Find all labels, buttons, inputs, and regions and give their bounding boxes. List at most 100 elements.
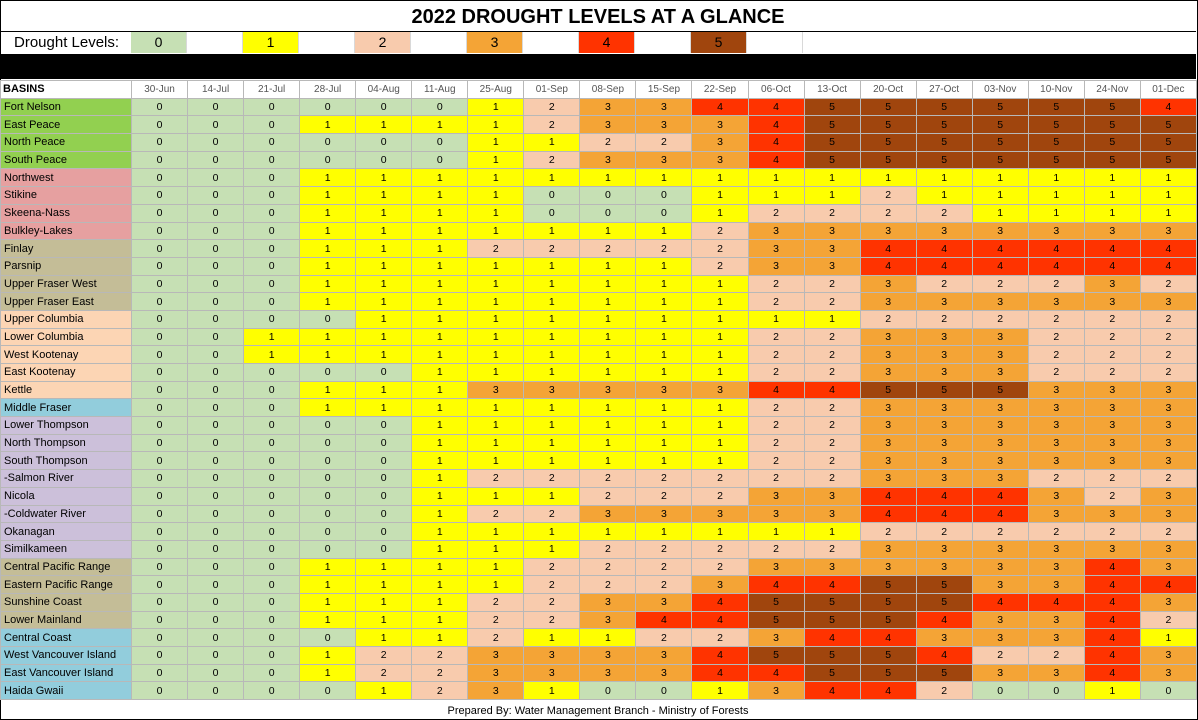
drought-level-cell: 1 xyxy=(523,292,581,311)
drought-level-cell: 1 xyxy=(299,221,357,241)
drought-level-cell: 3 xyxy=(523,663,581,683)
drought-level-cell: 0 xyxy=(187,168,245,188)
drought-level-cell: 1 xyxy=(299,186,357,205)
drought-level-cell: 2 xyxy=(747,398,805,418)
drought-level-cell: 3 xyxy=(1083,539,1141,559)
basin-name: East Peace xyxy=(0,115,132,135)
drought-level-cell: 1 xyxy=(803,522,861,541)
drought-level-cell: 2 xyxy=(579,575,637,594)
drought-level-cell: 1 xyxy=(467,486,525,506)
date-header: 21-Jul xyxy=(243,80,301,99)
drought-level-cell: 3 xyxy=(971,610,1029,630)
drought-level-cell: 2 xyxy=(803,203,861,223)
drought-level-cell: 1 xyxy=(691,203,749,223)
drought-level-cell: 3 xyxy=(1139,557,1197,577)
drought-level-cell: 0 xyxy=(635,203,693,223)
date-header: 27-Oct xyxy=(915,80,973,99)
drought-level-cell: 1 xyxy=(467,168,525,188)
table-row: Upper Columbia 0 0 0 0 1 1 1 1 1 1 1 1 1 2 2 2 2 2 2 xyxy=(0,309,1197,329)
table-row: Stikine 0 0 0 1 1 1 1 0 0 0 1 1 1 2 1 1 1 1 1 xyxy=(0,186,1197,205)
legend-level-4: 4 xyxy=(579,32,635,53)
date-header: 20-Oct xyxy=(859,80,917,99)
drought-level-cell: 2 xyxy=(1139,610,1197,630)
drought-level-cell: 2 xyxy=(1083,522,1141,541)
drought-level-cell: 2 xyxy=(635,469,693,488)
table-row: Finlay 0 0 0 1 1 1 2 2 2 2 2 3 3 4 4 4 4 4 4 xyxy=(0,239,1197,258)
drought-level-cell: 5 xyxy=(971,150,1029,170)
table-row: Parsnip 0 0 0 1 1 1 1 1 1 1 2 3 3 4 4 4 4 4 4 xyxy=(0,256,1197,276)
date-header: 25-Aug xyxy=(467,80,525,99)
drought-level-cell: 0 xyxy=(971,681,1029,701)
drought-level-cell: 3 xyxy=(803,486,861,506)
drought-level-cell: 3 xyxy=(747,681,805,701)
drought-level-cell: 2 xyxy=(803,345,861,364)
drought-level-cell: 3 xyxy=(635,504,693,524)
drought-level-cell: 1 xyxy=(355,292,413,311)
drought-level-cell: 0 xyxy=(355,504,413,524)
drought-level-cell: 1 xyxy=(1139,168,1197,188)
drought-level-cell: 4 xyxy=(691,663,749,683)
drought-level-cell: 2 xyxy=(859,186,917,205)
drought-level-cell: 1 xyxy=(579,398,637,418)
basin-name: Similkameen xyxy=(0,539,132,559)
drought-level-cell: 1 xyxy=(411,539,469,559)
drought-level-cell: 3 xyxy=(915,557,973,577)
table-row: Skeena-Nass 0 0 0 1 1 1 1 0 0 0 1 2 2 2 2 1 1 1 1 xyxy=(0,203,1197,223)
drought-level-cell: 2 xyxy=(1083,309,1141,329)
drought-level-cell: 3 xyxy=(803,557,861,577)
drought-level-cell: 5 xyxy=(915,592,973,612)
drought-level-cell: 3 xyxy=(579,663,637,683)
drought-level-cell: 1 xyxy=(299,663,357,683)
drought-level-cell: 5 xyxy=(1139,133,1197,152)
drought-level-cell: 1 xyxy=(467,451,525,471)
drought-level-cell: 0 xyxy=(187,592,245,612)
drought-level-cell: 1 xyxy=(523,221,581,241)
table-header-row: BASINS 30-Jun 14-Jul 21-Jul 28-Jul 04-Aug 11-A… xyxy=(0,80,1197,99)
drought-level-cell: 1 xyxy=(467,345,525,364)
drought-level-cell: 0 xyxy=(243,681,301,701)
drought-level-cell: 3 xyxy=(747,557,805,577)
drought-level-cell: 3 xyxy=(747,486,805,506)
drought-level-cell: 0 xyxy=(130,592,189,612)
drought-level-cell: 5 xyxy=(859,97,917,117)
drought-level-cell: 3 xyxy=(635,150,693,170)
drought-level-cell: 0 xyxy=(355,97,413,117)
drought-level-cell: 4 xyxy=(971,239,1029,258)
drought-level-cell: 5 xyxy=(915,115,973,135)
drought-level-cell: 2 xyxy=(747,327,805,347)
drought-level-cell: 0 xyxy=(243,203,301,223)
drought-level-cell: 2 xyxy=(579,469,637,488)
drought-level-cell: 1 xyxy=(635,522,693,541)
table-row: East Peace 0 0 0 1 1 1 1 2 3 3 3 4 5 5 5 5 5 5 5 xyxy=(0,115,1197,135)
basin-name: Bulkley-Lakes xyxy=(0,221,132,241)
drought-level-cell: 1 xyxy=(523,327,581,347)
drought-level-cell: 2 xyxy=(635,575,693,594)
drought-level-cell: 1 xyxy=(635,309,693,329)
drought-level-cell: 1 xyxy=(299,168,357,188)
drought-level-cell: 4 xyxy=(971,592,1029,612)
drought-level-cell: 1 xyxy=(691,451,749,471)
drought-level-cell: 3 xyxy=(691,575,749,594)
drought-level-cell: 1 xyxy=(523,274,581,294)
drought-level-cell: 3 xyxy=(1027,433,1085,453)
drought-level-cell: 0 xyxy=(130,646,189,665)
drought-level-cell: 4 xyxy=(747,150,805,170)
drought-level-cell: 2 xyxy=(859,522,917,541)
drought-level-cell: 3 xyxy=(971,345,1029,364)
drought-level-cell: 2 xyxy=(691,469,749,488)
drought-level-cell: 5 xyxy=(1083,133,1141,152)
drought-level-cell: 0 xyxy=(299,433,357,453)
drought-level-cell: 1 xyxy=(299,557,357,577)
drought-level-cell: 0 xyxy=(243,133,301,152)
drought-level-cell: 1 xyxy=(355,592,413,612)
drought-level-cell: 0 xyxy=(187,663,245,683)
drought-level-cell: 1 xyxy=(411,522,469,541)
drought-level-cell: 0 xyxy=(299,486,357,506)
drought-level-cell: 3 xyxy=(1083,433,1141,453)
drought-level-cell: 3 xyxy=(1027,575,1085,594)
drought-level-cell: 3 xyxy=(971,451,1029,471)
drought-level-cell: 4 xyxy=(859,486,917,506)
drought-level-cell: 1 xyxy=(691,363,749,382)
drought-level-cell: 1 xyxy=(1083,681,1141,701)
drought-level-cell: 0 xyxy=(187,274,245,294)
